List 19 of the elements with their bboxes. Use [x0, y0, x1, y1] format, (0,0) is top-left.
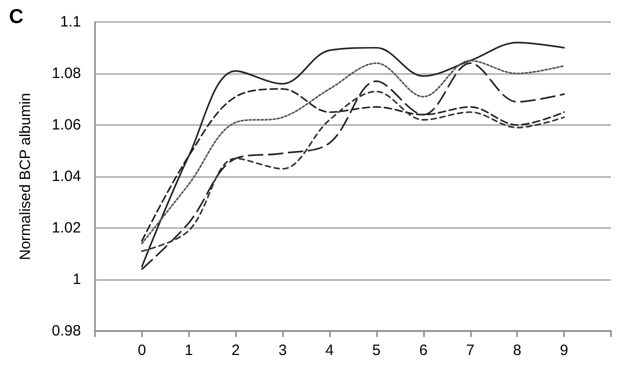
y-tick-label: 0.98 — [52, 322, 81, 340]
x-tick-label: 1 — [184, 342, 193, 359]
y-tick-label: 1 — [72, 271, 81, 288]
x-tick-label: 4 — [325, 342, 334, 359]
y-axis-title: Normalised BCP albumin — [17, 92, 34, 260]
y-tick-label: 1.1 — [60, 14, 81, 30]
y-tick-label: 1.02 — [52, 220, 81, 236]
x-tick-label: 9 — [560, 342, 568, 359]
x-tick-label: 3 — [278, 342, 287, 359]
chart-title: C — [9, 6, 24, 28]
x-tick-label: 2 — [232, 342, 240, 359]
y-tick-label: 1.06 — [52, 116, 81, 134]
y-tick-label: 1.08 — [52, 65, 81, 82]
x-tick-label: 0 — [138, 342, 146, 359]
y-tick-label: 1.04 — [52, 168, 81, 185]
x-tick-label: 7 — [466, 342, 474, 359]
x-tick-label: 6 — [419, 342, 428, 359]
x-tick-label: 5 — [372, 342, 381, 359]
x-tick-label: 8 — [513, 342, 522, 359]
